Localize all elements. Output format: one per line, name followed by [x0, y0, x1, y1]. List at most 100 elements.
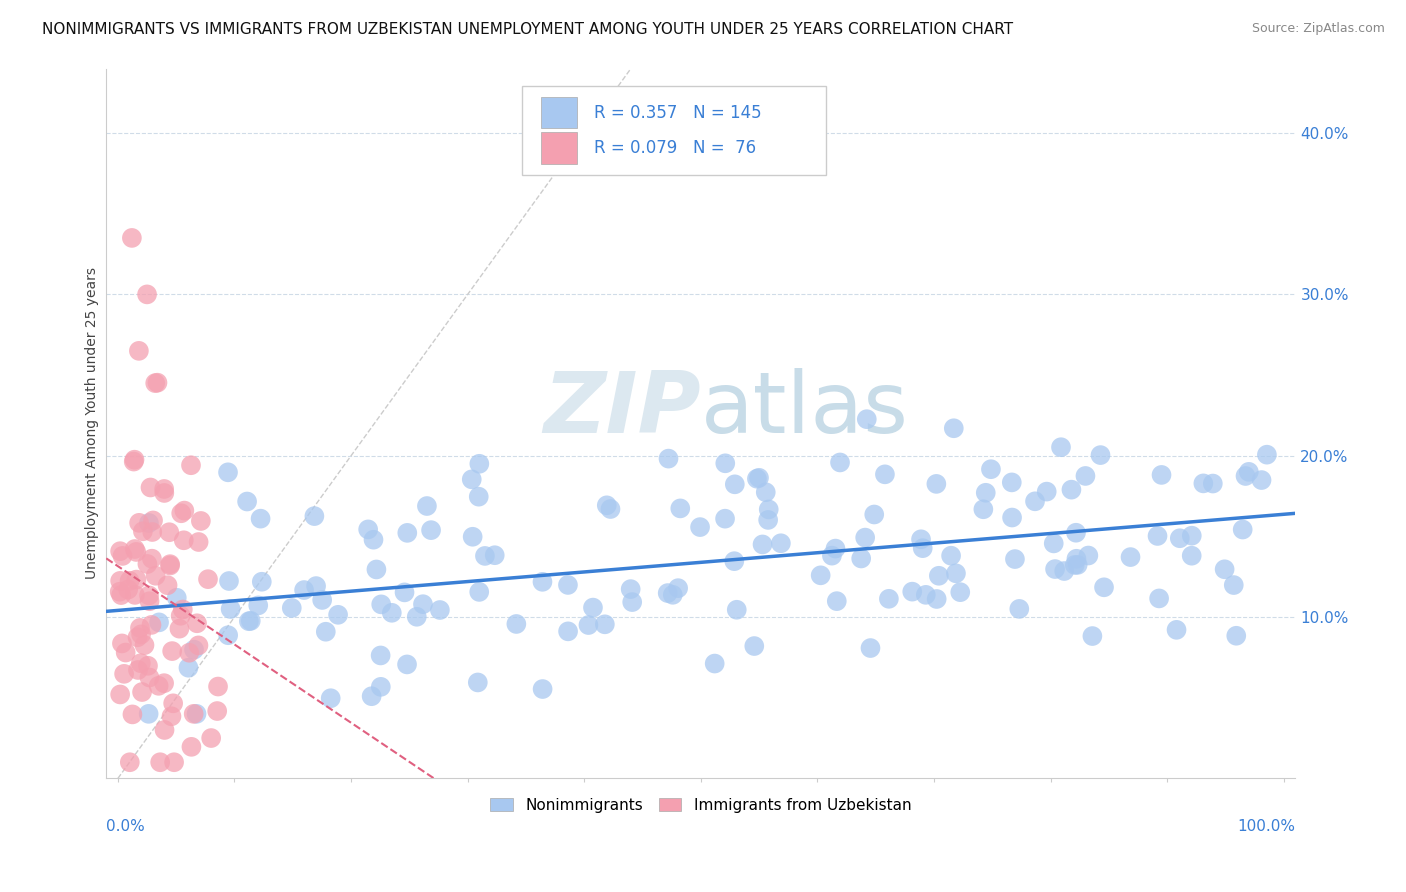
Point	[190, 514, 212, 528]
Point	[177, 661, 200, 675]
Point	[112, 666, 135, 681]
Point	[118, 574, 141, 588]
Point	[141, 524, 163, 539]
Point	[1147, 591, 1170, 606]
Point	[131, 685, 153, 699]
Point	[319, 691, 342, 706]
Point	[662, 588, 685, 602]
Text: R = 0.079   N =  76: R = 0.079 N = 76	[593, 139, 756, 157]
Point	[1081, 629, 1104, 643]
Point	[855, 412, 877, 426]
Point	[304, 509, 326, 524]
Point	[756, 513, 779, 527]
Point	[1234, 469, 1257, 483]
Point	[162, 696, 184, 710]
Point	[136, 658, 159, 673]
Point	[217, 628, 239, 642]
Point	[186, 706, 208, 721]
Point	[928, 568, 950, 582]
Point	[141, 551, 163, 566]
Point	[769, 536, 792, 550]
Point	[1168, 531, 1191, 545]
Point	[714, 456, 737, 470]
Point	[429, 603, 451, 617]
Point	[416, 499, 439, 513]
Point	[873, 467, 896, 482]
FancyBboxPatch shape	[541, 132, 578, 163]
Point	[1166, 623, 1188, 637]
Point	[156, 578, 179, 592]
Point	[531, 681, 554, 696]
Point	[108, 688, 131, 702]
Point	[169, 608, 191, 623]
Point	[117, 582, 139, 597]
Point	[111, 636, 134, 650]
Point	[468, 490, 491, 504]
Point	[124, 541, 146, 556]
Point	[125, 545, 148, 559]
Point	[200, 731, 222, 745]
Point	[153, 486, 176, 500]
Point	[853, 531, 876, 545]
Point	[1192, 476, 1215, 491]
Point	[217, 465, 239, 479]
Point	[179, 646, 201, 660]
Point	[531, 574, 554, 589]
Point	[877, 591, 900, 606]
Point	[292, 582, 315, 597]
Point	[468, 585, 491, 599]
Point	[173, 533, 195, 548]
Point	[863, 508, 886, 522]
Point	[153, 723, 176, 737]
Point	[238, 614, 260, 628]
Point	[825, 594, 848, 608]
Point	[824, 541, 846, 556]
Point	[724, 477, 747, 491]
Point	[360, 690, 382, 704]
Point	[143, 376, 166, 391]
Point	[468, 457, 491, 471]
Point	[593, 617, 616, 632]
Point	[723, 554, 745, 568]
Point	[1060, 483, 1083, 497]
Point	[725, 603, 748, 617]
Point	[124, 452, 146, 467]
Point	[128, 516, 150, 530]
Point	[149, 756, 172, 770]
Point	[122, 454, 145, 468]
Point	[139, 481, 162, 495]
Point	[505, 617, 527, 632]
Point	[911, 541, 934, 556]
Point	[219, 602, 242, 616]
Point	[1119, 550, 1142, 565]
Point	[939, 549, 962, 563]
Point	[412, 597, 434, 611]
Point	[370, 598, 392, 612]
Point	[108, 584, 131, 599]
Point	[250, 574, 273, 589]
Point	[138, 516, 160, 530]
Point	[1008, 602, 1031, 616]
Point	[925, 476, 948, 491]
Point	[1074, 469, 1097, 483]
Text: Source: ZipAtlas.com: Source: ZipAtlas.com	[1251, 22, 1385, 36]
Point	[157, 525, 180, 540]
Point	[599, 502, 621, 516]
Point	[121, 707, 143, 722]
Point	[755, 485, 778, 500]
Point	[467, 675, 489, 690]
Point	[187, 535, 209, 549]
Point	[1213, 562, 1236, 576]
Point	[129, 627, 152, 641]
Point	[141, 618, 163, 632]
Point	[945, 566, 967, 581]
Point	[138, 588, 160, 602]
Point	[127, 630, 149, 644]
Point	[669, 501, 692, 516]
Point	[949, 585, 972, 599]
Point	[197, 572, 219, 586]
Point	[186, 616, 208, 631]
Point	[1250, 473, 1272, 487]
Text: 0.0%: 0.0%	[107, 819, 145, 834]
Point	[745, 472, 768, 486]
